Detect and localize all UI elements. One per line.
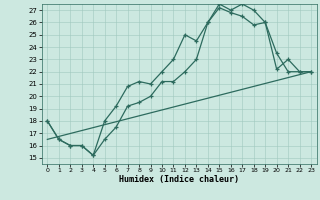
X-axis label: Humidex (Indice chaleur): Humidex (Indice chaleur) [119,175,239,184]
